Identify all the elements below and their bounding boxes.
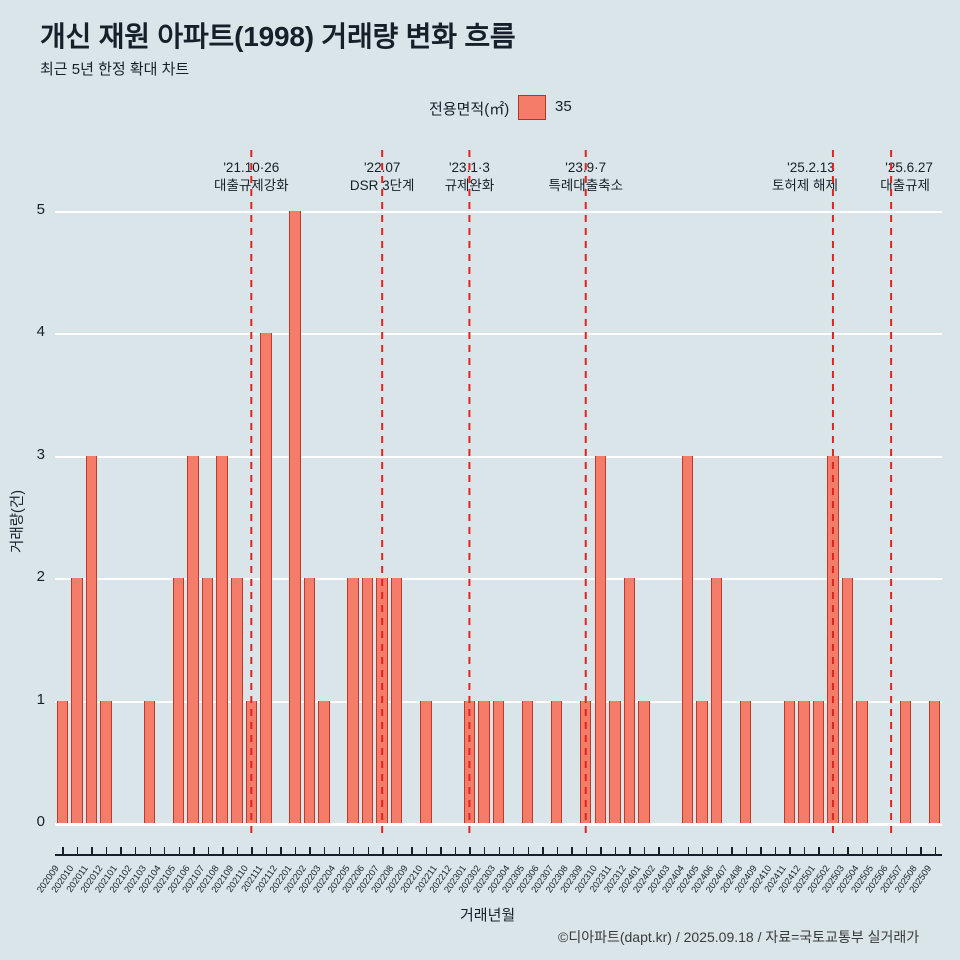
- svg-text:202412: 202412: [777, 863, 803, 894]
- svg-text:202303: 202303: [471, 863, 497, 894]
- svg-text:202201: 202201: [268, 863, 294, 894]
- svg-text:202110: 202110: [224, 863, 250, 894]
- svg-text:202108: 202108: [195, 863, 221, 894]
- svg-text:202404: 202404: [660, 863, 686, 894]
- svg-text:202308: 202308: [544, 863, 570, 894]
- svg-text:202210: 202210: [398, 863, 424, 894]
- svg-text:202202: 202202: [282, 863, 308, 894]
- svg-text:202102: 202102: [108, 863, 134, 894]
- svg-text:202211: 202211: [413, 863, 439, 894]
- svg-text:202309: 202309: [558, 863, 584, 894]
- svg-text:202409: 202409: [733, 863, 759, 894]
- svg-text:202104: 202104: [137, 863, 163, 894]
- svg-text:202112: 202112: [253, 863, 279, 894]
- svg-text:202411: 202411: [762, 863, 788, 894]
- svg-text:202204: 202204: [311, 863, 337, 894]
- svg-text:202402: 202402: [631, 863, 657, 894]
- svg-text:202011: 202011: [64, 863, 90, 894]
- svg-text:202311: 202311: [588, 863, 614, 894]
- svg-text:202508: 202508: [893, 863, 919, 894]
- svg-text:202506: 202506: [864, 863, 890, 894]
- svg-text:202307: 202307: [529, 863, 555, 894]
- svg-text:202106: 202106: [166, 863, 192, 894]
- svg-text:202206: 202206: [340, 863, 366, 894]
- svg-text:202403: 202403: [646, 863, 672, 894]
- svg-text:202410: 202410: [747, 863, 773, 894]
- svg-text:202304: 202304: [486, 863, 512, 894]
- svg-text:202408: 202408: [718, 863, 744, 894]
- svg-text:202306: 202306: [515, 863, 541, 894]
- svg-text:202111: 202111: [239, 863, 264, 893]
- svg-text:202207: 202207: [355, 863, 381, 894]
- svg-text:202109: 202109: [209, 863, 235, 894]
- svg-text:202310: 202310: [573, 863, 599, 894]
- svg-text:202505: 202505: [849, 863, 875, 894]
- svg-text:202212: 202212: [428, 863, 454, 894]
- svg-text:202105: 202105: [151, 863, 177, 894]
- svg-text:202101: 202101: [93, 863, 119, 894]
- svg-text:202406: 202406: [689, 863, 715, 894]
- svg-text:202103: 202103: [122, 863, 148, 894]
- svg-text:202502: 202502: [806, 863, 832, 894]
- svg-text:202401: 202401: [617, 863, 643, 894]
- svg-text:202504: 202504: [835, 863, 861, 894]
- svg-text:202301: 202301: [442, 863, 468, 894]
- svg-text:202209: 202209: [384, 863, 410, 894]
- svg-text:202405: 202405: [675, 863, 701, 894]
- svg-text:202205: 202205: [326, 863, 352, 894]
- svg-text:202208: 202208: [369, 863, 395, 894]
- svg-text:202503: 202503: [820, 863, 846, 894]
- svg-text:202012: 202012: [79, 863, 105, 894]
- svg-text:202312: 202312: [602, 863, 628, 894]
- svg-text:거래량(건): 거래량(건): [9, 490, 26, 553]
- svg-text:202009: 202009: [35, 863, 61, 894]
- svg-text:202302: 202302: [457, 863, 483, 894]
- svg-text:202507: 202507: [878, 863, 904, 894]
- svg-text:202501: 202501: [791, 863, 817, 894]
- svg-text:202107: 202107: [180, 863, 206, 894]
- svg-text:202305: 202305: [500, 863, 526, 894]
- svg-text:202407: 202407: [704, 863, 730, 894]
- svg-text:202010: 202010: [49, 863, 75, 894]
- svg-text:202509: 202509: [907, 863, 933, 894]
- svg-text:202203: 202203: [297, 863, 323, 894]
